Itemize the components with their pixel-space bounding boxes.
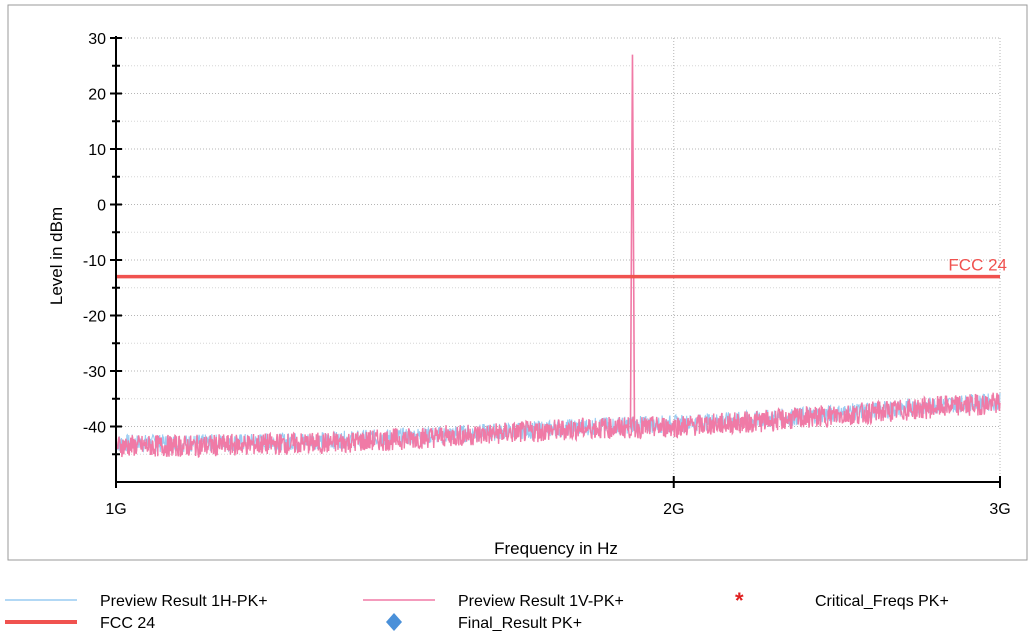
- y-tick-label: 30: [88, 31, 106, 48]
- limit-line-label: FCC 24: [948, 256, 1007, 275]
- y-tick-label: -20: [83, 309, 106, 326]
- x-tick-label: 1G: [105, 501, 126, 518]
- asterisk-icon: *: [735, 588, 815, 616]
- legend-swatch-preview-1h: [5, 589, 85, 616]
- legend-label-critical-freqs: Critical_Freqs PK+: [815, 593, 949, 610]
- tick-labels: 30 20 10 0 -10 -20 -30 -40 1G 2G 3G: [83, 31, 1011, 518]
- y-tick-label: -10: [83, 253, 106, 270]
- legend-item-preview-1h: Preview Result 1H-PK+: [5, 589, 268, 616]
- y-tick-label: -30: [83, 364, 106, 381]
- diamond-icon: [385, 611, 465, 638]
- legend-label-preview-1v: Preview Result 1V-PK+: [458, 593, 624, 610]
- x-axis-title: Frequency in Hz: [494, 539, 618, 558]
- legend-label-preview-1h: Preview Result 1H-PK+: [100, 593, 268, 610]
- chart-frame: [7, 4, 1028, 561]
- series-peak: [629, 54, 636, 428]
- legend-label-fcc24: FCC 24: [100, 615, 156, 632]
- legend-item-final-result: Final_Result PK+: [385, 611, 582, 638]
- legend: Preview Result 1H-PK+ Preview Result 1V-…: [0, 588, 1035, 638]
- traces: [115, 54, 1001, 458]
- svg-text:*: *: [735, 589, 744, 611]
- x-tick-label: 3G: [989, 501, 1010, 518]
- legend-item-critical-freqs: * Critical_Freqs PK+: [735, 588, 949, 616]
- series-line-preview-1v: [115, 392, 1001, 458]
- legend-swatch-preview-1v: [363, 589, 443, 616]
- x-tick-label: 2G: [663, 501, 684, 518]
- y-axis-title: Level in dBm: [47, 207, 66, 305]
- axes: [110, 36, 1001, 488]
- legend-item-fcc24: FCC 24: [5, 611, 155, 638]
- legend-label-final-result: Final_Result PK+: [458, 615, 583, 632]
- y-tick-label: 20: [88, 87, 106, 104]
- legend-swatch-fcc24: [5, 611, 85, 638]
- limit-line-group: FCC 24: [116, 256, 1007, 279]
- y-tick-label: 0: [97, 198, 106, 215]
- y-tick-label: -40: [83, 420, 106, 437]
- emission-chart: FCC 24 30 20 10 0 -10 -20 -30 -40 1G 2G 3G Frequen…: [7, 4, 1028, 561]
- legend-item-preview-1v: Preview Result 1V-PK+: [363, 589, 624, 616]
- y-tick-label: 10: [88, 142, 106, 159]
